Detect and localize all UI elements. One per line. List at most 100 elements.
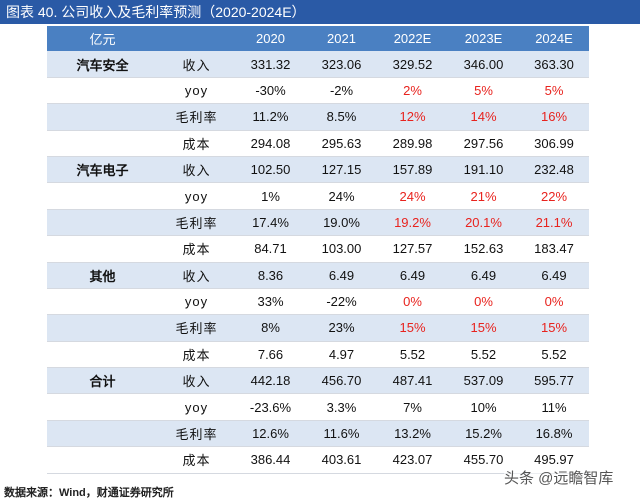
value-cell: 191.10 <box>448 156 519 184</box>
value-cell: 22% <box>519 182 589 210</box>
value-cell: 423.07 <box>377 446 448 474</box>
value-cell: 5.52 <box>519 341 589 369</box>
metric-label: 成本 <box>158 130 235 157</box>
group-label <box>47 182 158 210</box>
value-cell: 21% <box>448 182 519 210</box>
value-cell: 15% <box>519 314 589 342</box>
table-row: 合计 收入 442.18 456.70 487.41 537.09 595.77 <box>47 367 589 395</box>
group-label <box>47 130 158 157</box>
metric-label: yoy <box>158 393 235 421</box>
table-row: 毛利率 12.6% 11.6% 13.2% 15.2% 16.8% <box>47 420 589 448</box>
value-cell: 20.1% <box>448 209 519 237</box>
value-cell: 2% <box>377 77 448 105</box>
metric-label: 收入 <box>158 51 235 78</box>
value-cell: 19.0% <box>306 209 377 237</box>
value-cell: -22% <box>306 288 377 316</box>
year-header: 2024E <box>519 26 589 52</box>
value-cell: 295.63 <box>306 130 377 157</box>
value-cell: 12% <box>377 103 448 131</box>
metric-label: 毛利率 <box>158 209 235 237</box>
value-cell: 3.3% <box>306 393 377 421</box>
value-cell: 232.48 <box>519 156 589 184</box>
value-cell: 17.4% <box>235 209 306 237</box>
year-header: 2020 <box>235 26 306 52</box>
value-cell: 456.70 <box>306 367 377 395</box>
metric-label: yoy <box>158 182 235 210</box>
value-cell: 346.00 <box>448 51 519 78</box>
value-cell: 297.56 <box>448 130 519 157</box>
group-label: 其他 <box>47 262 158 289</box>
value-cell: 127.57 <box>377 235 448 263</box>
value-cell: -2% <box>306 77 377 105</box>
value-cell: 487.41 <box>377 367 448 395</box>
value-cell: 183.47 <box>519 235 589 263</box>
value-cell: 8% <box>235 314 306 342</box>
group-label <box>47 209 158 237</box>
value-cell: 24% <box>306 182 377 210</box>
metric-label: 收入 <box>158 156 235 184</box>
year-header: 2023E <box>448 26 519 52</box>
value-cell: 15% <box>448 314 519 342</box>
metric-label: 毛利率 <box>158 420 235 448</box>
value-cell: 103.00 <box>306 235 377 263</box>
year-header: 2022E <box>377 26 448 52</box>
value-cell: 12.6% <box>235 420 306 448</box>
value-cell: 5.52 <box>377 341 448 369</box>
group-label <box>47 420 158 448</box>
value-cell: 102.50 <box>235 156 306 184</box>
value-cell: 8.5% <box>306 103 377 131</box>
value-cell: 1% <box>235 182 306 210</box>
value-cell: 294.08 <box>235 130 306 157</box>
value-cell: 0% <box>519 288 589 316</box>
value-cell: 0% <box>377 288 448 316</box>
value-cell: 19.2% <box>377 209 448 237</box>
value-cell: -30% <box>235 77 306 105</box>
unit-header: 亿元 <box>47 26 158 52</box>
value-cell: 6.49 <box>519 262 589 289</box>
value-cell: 5% <box>448 77 519 105</box>
value-cell: 13.2% <box>377 420 448 448</box>
table-row: 成本 294.08 295.63 289.98 297.56 306.99 <box>47 130 589 157</box>
group-label <box>47 288 158 316</box>
metric-header <box>158 26 235 52</box>
value-cell: 5% <box>519 77 589 105</box>
metric-label: yoy <box>158 288 235 316</box>
table-row: yoy -30% -2% 2% 5% 5% <box>47 77 589 105</box>
table-row: 毛利率 11.2% 8.5% 12% 14% 16% <box>47 103 589 131</box>
value-cell: 11.2% <box>235 103 306 131</box>
group-label <box>47 77 158 105</box>
metric-label: 收入 <box>158 262 235 289</box>
group-label <box>47 314 158 342</box>
group-label <box>47 235 158 263</box>
value-cell: 403.61 <box>306 446 377 474</box>
table-row: yoy -23.6% 3.3% 7% 10% 11% <box>47 393 589 421</box>
group-label: 汽车安全 <box>47 51 158 78</box>
group-label: 汽车电子 <box>47 156 158 184</box>
value-cell: 7.66 <box>235 341 306 369</box>
value-cell: 15.2% <box>448 420 519 448</box>
value-cell: 16% <box>519 103 589 131</box>
value-cell: 127.15 <box>306 156 377 184</box>
value-cell: 16.8% <box>519 420 589 448</box>
group-label: 合计 <box>47 367 158 395</box>
table-row: 毛利率 8% 23% 15% 15% 15% <box>47 314 589 342</box>
value-cell: 331.32 <box>235 51 306 78</box>
value-cell: -23.6% <box>235 393 306 421</box>
value-cell: 11% <box>519 393 589 421</box>
group-label <box>47 103 158 131</box>
value-cell: 24% <box>377 182 448 210</box>
year-header: 2021 <box>306 26 377 52</box>
figure-title: 图表 40. 公司收入及毛利率预测（2020-2024E） <box>0 0 640 24</box>
value-cell: 0% <box>448 288 519 316</box>
table-header-row: 亿元 2020 2021 2022E 2023E 2024E <box>47 26 589 52</box>
group-label <box>47 446 158 474</box>
metric-label: 成本 <box>158 235 235 263</box>
value-cell: 363.30 <box>519 51 589 78</box>
group-label <box>47 341 158 369</box>
table-row: 汽车安全 收入 331.32 323.06 329.52 346.00 363.30 <box>47 51 589 78</box>
source-note: 数据来源：Wind，财通证券研究所 <box>4 487 174 499</box>
value-cell: 289.98 <box>377 130 448 157</box>
metric-label: 成本 <box>158 341 235 369</box>
value-cell: 84.71 <box>235 235 306 263</box>
value-cell: 21.1% <box>519 209 589 237</box>
